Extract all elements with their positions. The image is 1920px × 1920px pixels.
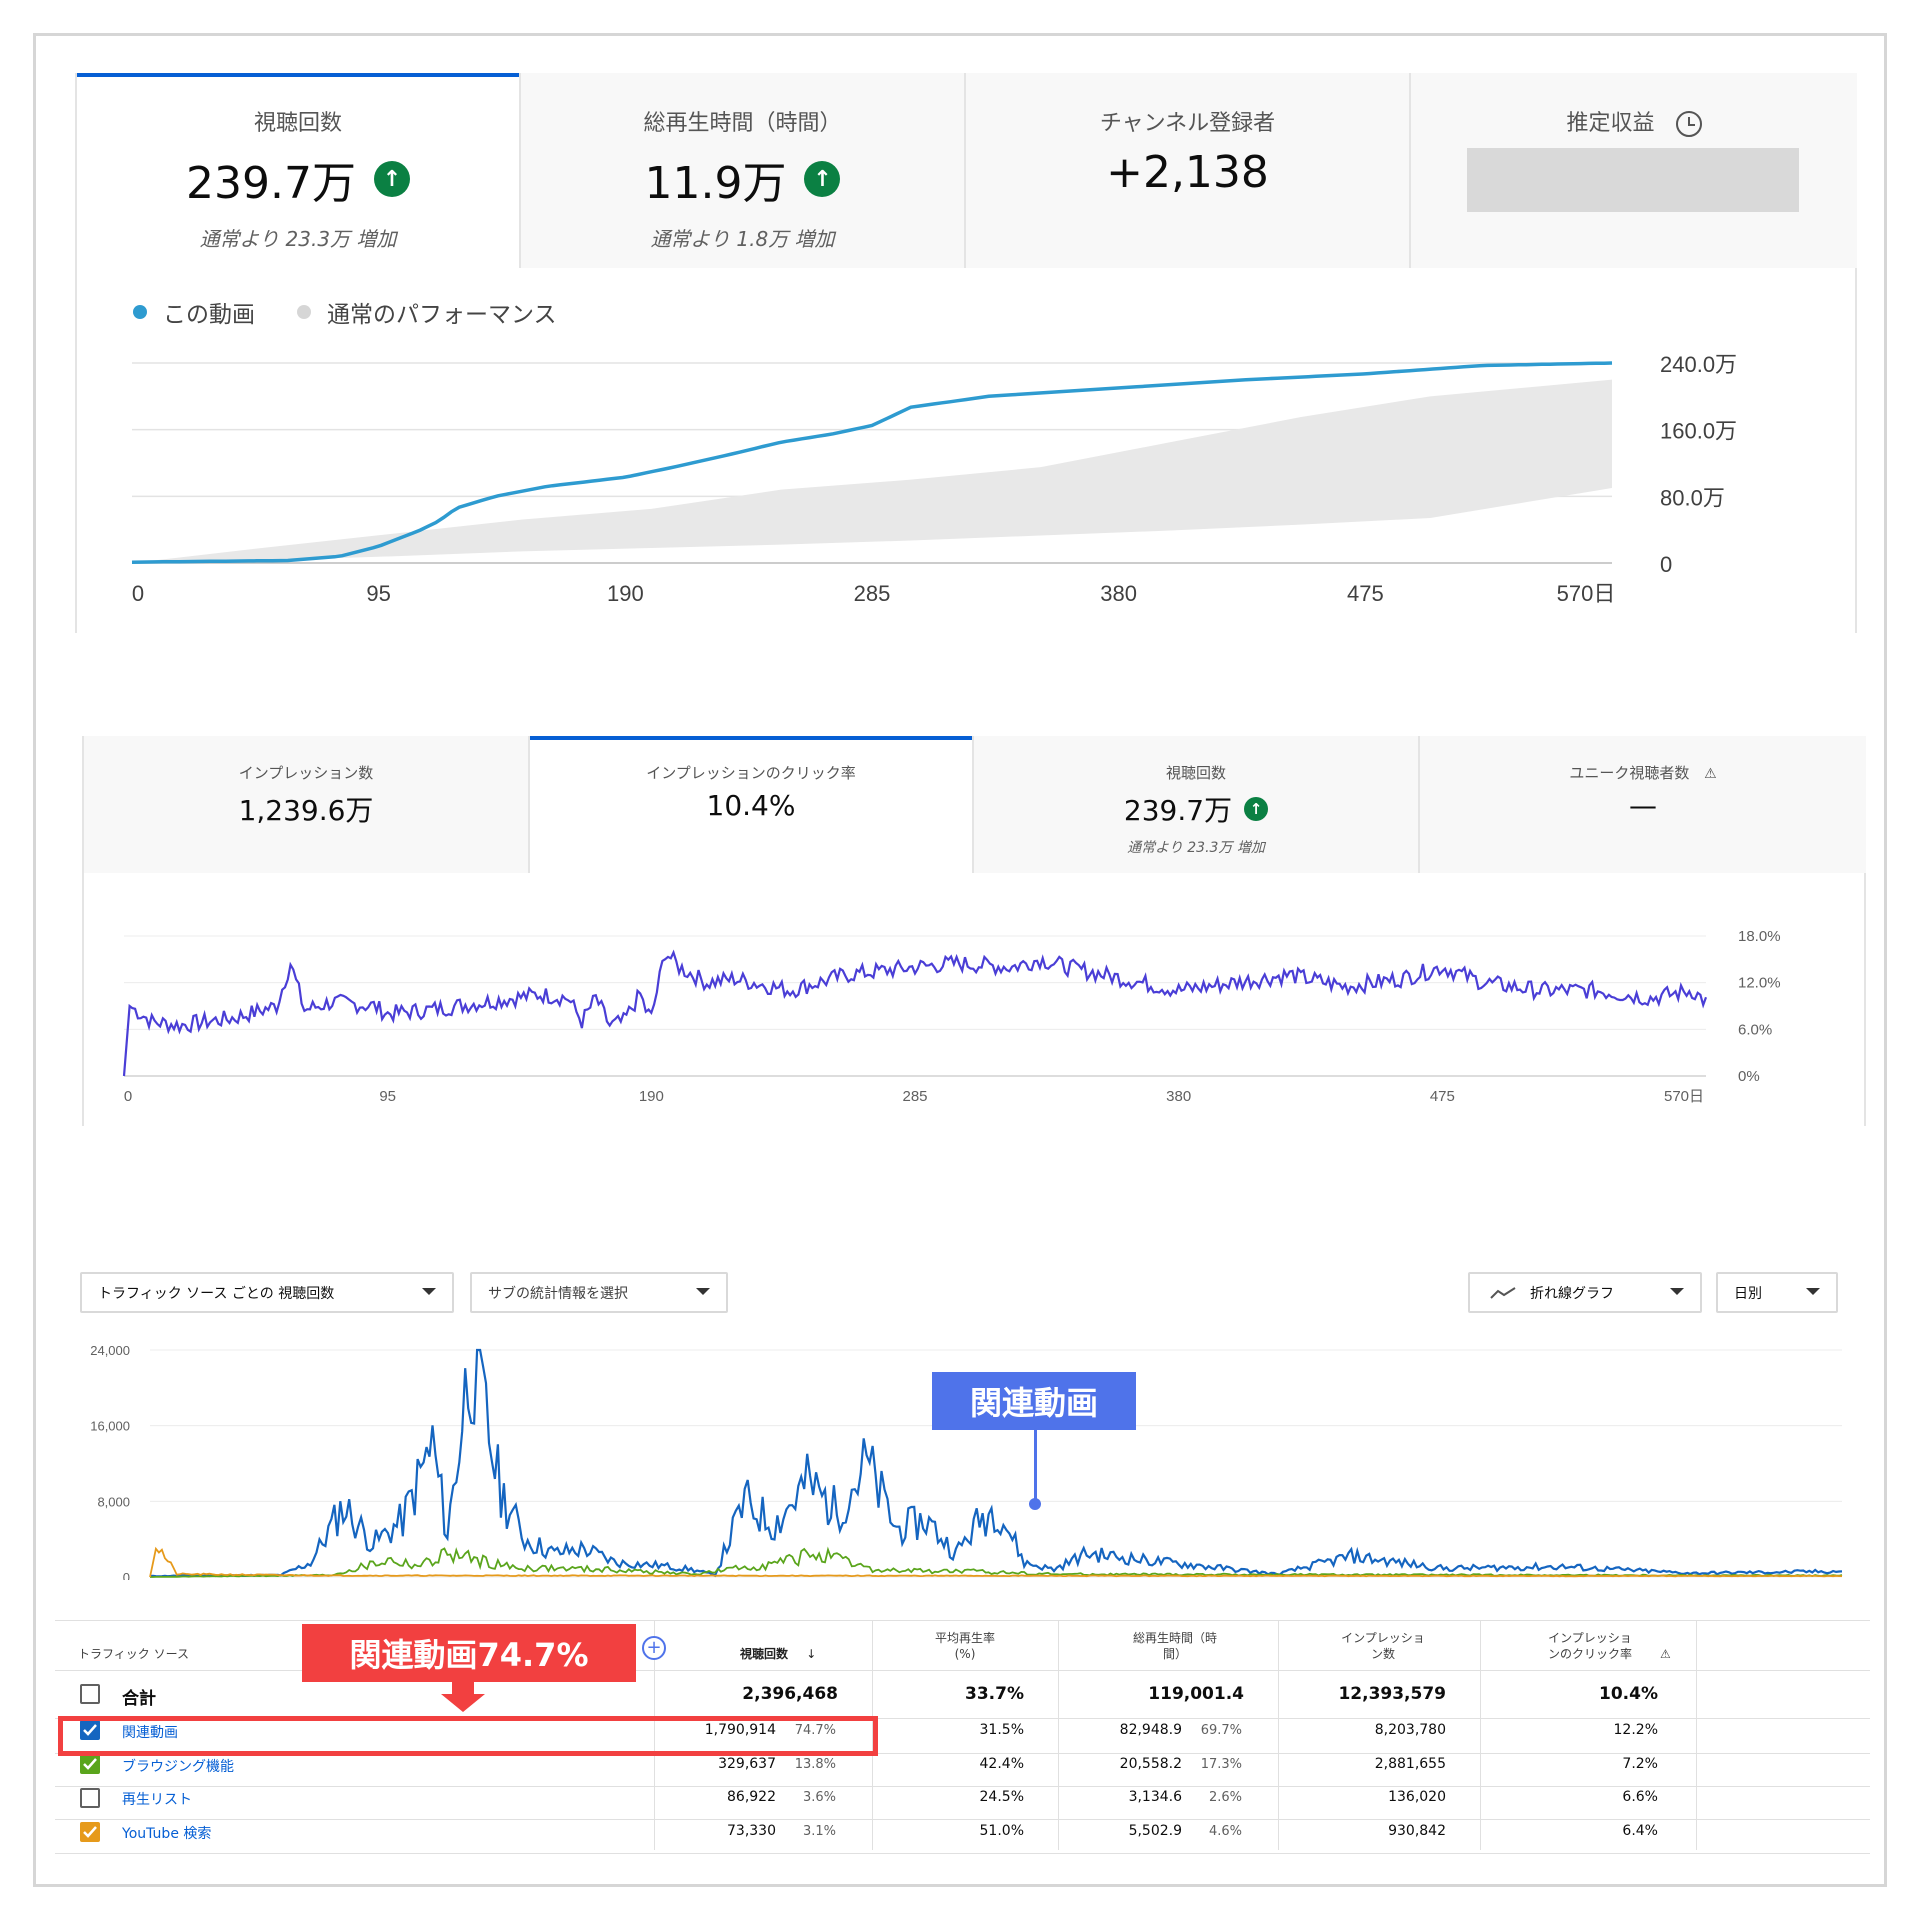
metric-dropdown-label: トラフィック ソース ごとの 視聴回数: [98, 1285, 335, 1302]
card-value: +2,138: [1106, 147, 1269, 198]
metric-card-impressions[interactable]: インプレッション数 1,239.6万: [84, 736, 530, 873]
metric-card-views-2[interactable]: 視聴回数 239.7万 ↑ 通常より 23.3万 増加: [974, 736, 1420, 873]
y-tick-label: 18.0%: [1738, 928, 1781, 945]
interval-dropdown[interactable]: 日別: [1716, 1272, 1838, 1313]
series-line-0: [149, 1348, 1843, 1578]
series-line-2: [149, 1546, 1842, 1578]
card-compare: 通常より 1.8万 増加: [650, 227, 835, 251]
x-tick-label: 285: [854, 581, 891, 606]
card-value: 239.7万 ↑: [1123, 789, 1269, 829]
y-tick-label: 240.0万: [1660, 352, 1737, 377]
y-tick-label: 80.0万: [1660, 485, 1725, 510]
card-label: ユニーク視聴者数 ⚠: [1420, 762, 1866, 783]
y-tick-label: 12.0%: [1738, 975, 1781, 992]
card-compare: 通常より 23.3万 増加: [1127, 840, 1265, 856]
metric-card-watch-time[interactable]: 総再生時間（時間） 11.9万 ↑ 通常より 1.8万 増加: [521, 73, 966, 268]
metric-card-subscribers[interactable]: チャンネル登録者 +2,138: [966, 73, 1411, 268]
card-value: 1,239.6万: [238, 794, 374, 827]
sub-metric-dropdown[interactable]: サブの統計情報を選択: [470, 1272, 728, 1313]
arrow-up-icon: ↑: [373, 161, 410, 197]
traffic-panel: トラフィック ソース ごとの 視聴回数 サブの統計情報を選択 折れ線グラフ 日別…: [0, 1260, 1920, 1860]
impressions-panel: インプレッション数 1,239.6万 インプレッションのクリック率 10.4% …: [82, 736, 1866, 1126]
x-tick-label: 95: [366, 581, 390, 606]
series-line-1: [150, 1546, 1843, 1578]
card-label-text: ユニーク視聴者数: [1569, 764, 1690, 782]
selected-indicator: [77, 73, 519, 77]
metric-card-unique-viewers[interactable]: ユニーク視聴者数 ⚠ —: [1420, 736, 1866, 873]
card-value-text: 239.7万: [186, 158, 356, 209]
callout-related-chart: 関連動画: [932, 1372, 1136, 1430]
chart-type-dropdown-label: 折れ線グラフ: [1530, 1285, 1614, 1302]
x-tick-label: 285: [902, 1088, 927, 1105]
metric-dropdown[interactable]: トラフィック ソース ごとの 視聴回数: [80, 1272, 454, 1313]
card-label: インプレッションのクリック率: [646, 764, 856, 782]
y-tick-label: 0: [123, 1570, 130, 1580]
card-value-text: 11.9万: [644, 158, 787, 209]
legend-dot-typical: [297, 305, 311, 319]
x-tick-label: 95: [379, 1088, 396, 1105]
y-tick-label: 8,000: [97, 1494, 130, 1509]
card-label: 推定収益: [1411, 105, 1857, 137]
views-panel: 視聴回数 239.7万 ↑ 通常より 23.3万 増加 総再生時間（時間） 11…: [75, 73, 1857, 633]
arrow-up-icon: ↑: [804, 161, 841, 197]
clock-icon: [1675, 111, 1702, 137]
card-compare: 通常より 23.3万 増加: [199, 227, 397, 251]
y-tick-label: 0: [1660, 552, 1672, 577]
card-label: チャンネル登録者: [1099, 111, 1276, 136]
callout-pointer-line: [1034, 1430, 1037, 1502]
card-value-text: 239.7万: [1123, 794, 1233, 827]
callout-pointer-dot: [1029, 1498, 1041, 1510]
card-value: 10.4%: [706, 789, 796, 822]
y-tick-label: 16,000: [90, 1419, 130, 1434]
page-frame: [33, 33, 1887, 1887]
x-tick-label: 475: [1430, 1088, 1455, 1105]
legend-dot-this-video: [133, 305, 147, 319]
arrow-up-icon: ↑: [1244, 797, 1269, 821]
x-tick-label: 0: [124, 1088, 132, 1105]
interval-dropdown-label: 日別: [1734, 1285, 1762, 1302]
ctr-line: [122, 949, 1708, 1077]
chevron-down-icon: [696, 1288, 710, 1295]
y-tick-label: 160.0万: [1660, 419, 1737, 444]
legend-typical: 通常のパフォーマンス: [327, 302, 557, 328]
ctr-chart: 18.0% 12.0% 6.0% 0% 0 95 190 285 380 475 570日: [122, 928, 1781, 1105]
warning-icon: ⚠: [1704, 766, 1717, 782]
y-tick-label: 6.0%: [1738, 1021, 1772, 1038]
legend-this-video: この動画: [163, 302, 255, 328]
card-label: インプレッション数: [238, 764, 374, 782]
x-tick-label: 570日: [1664, 1088, 1704, 1105]
selected-indicator: [530, 736, 972, 740]
y-tick-label: 24,000: [90, 1343, 130, 1358]
chart-legend: この動画 通常のパフォーマンス: [133, 295, 557, 329]
x-tick-label: 570日: [1557, 581, 1616, 606]
card-value: —: [1629, 789, 1657, 822]
typical-performance-band: [132, 379, 1612, 563]
y-tick-label: 0%: [1738, 1068, 1760, 1085]
card-value: 11.9万 ↑: [645, 147, 841, 211]
line-chart-icon: [1490, 1286, 1516, 1299]
chart-type-dropdown[interactable]: 折れ線グラフ: [1468, 1272, 1702, 1313]
chevron-down-icon: [1806, 1288, 1820, 1295]
x-tick-label: 0: [132, 581, 144, 606]
sub-metric-dropdown-label: サブの統計情報を選択: [488, 1285, 628, 1302]
x-tick-label: 190: [639, 1088, 664, 1105]
this-video-line: [131, 361, 1613, 564]
callout-related-chart-text: 関連動画: [969, 1384, 1098, 1422]
chevron-down-icon: [1670, 1288, 1684, 1295]
chevron-down-icon: [422, 1288, 436, 1295]
card-label-text: 推定収益: [1566, 111, 1655, 136]
card-value: 239.7万 ↑: [186, 147, 410, 211]
card-label: 視聴回数: [253, 111, 342, 136]
x-tick-label: 380: [1100, 581, 1137, 606]
metric-card-views[interactable]: 視聴回数 239.7万 ↑ 通常より 23.3万 増加: [77, 73, 521, 268]
views-cumulative-chart: 240.0万 160.0万 80.0万 0 0 95 190 285 380 475 570日: [131, 352, 1737, 606]
x-tick-label: 380: [1166, 1088, 1191, 1105]
metric-card-revenue[interactable]: 推定収益: [1411, 73, 1857, 268]
x-tick-label: 475: [1347, 581, 1384, 606]
hidden-revenue-block: [1467, 148, 1799, 212]
card-label: 総再生時間（時間）: [643, 111, 842, 136]
x-tick-label: 190: [607, 581, 644, 606]
card-label: 視聴回数: [1165, 764, 1226, 782]
metric-card-ctr[interactable]: インプレッションのクリック率 10.4%: [530, 736, 974, 873]
